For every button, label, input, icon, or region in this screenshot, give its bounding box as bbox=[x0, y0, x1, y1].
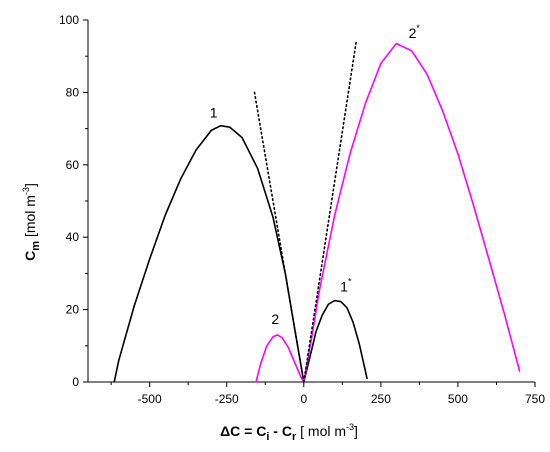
x-axis-title: ΔC = Ci - Cr [ mol m-3] bbox=[220, 422, 358, 443]
y-tick-label: 80 bbox=[66, 85, 80, 99]
x-tick-label: -500 bbox=[138, 392, 162, 406]
x-tick-label: 750 bbox=[525, 392, 545, 406]
series-tangent-left bbox=[253, 91, 305, 383]
curve-label: 1 bbox=[210, 105, 218, 121]
x-tick-label: -250 bbox=[215, 392, 239, 406]
y-axis-title: Cm [mol m-3] bbox=[21, 183, 42, 261]
ticks: -500 -250 0 250 500 750 0 20 40 60 80 100 bbox=[59, 13, 545, 406]
series-2 bbox=[255, 334, 305, 383]
series-1-star bbox=[303, 299, 368, 383]
curve-label: 1* bbox=[340, 277, 352, 295]
y-tick-label: 60 bbox=[66, 158, 80, 172]
curve-labels: 1 2 1* 2* bbox=[210, 23, 421, 327]
x-tick-label: 500 bbox=[448, 392, 468, 406]
y-tick-label: 40 bbox=[66, 230, 80, 244]
x-tick-label: 250 bbox=[371, 392, 391, 406]
y-tick-label: 100 bbox=[59, 13, 79, 27]
y-tick-label: 0 bbox=[72, 375, 79, 389]
y-tick-label: 20 bbox=[66, 303, 80, 317]
series-2-star bbox=[303, 42, 521, 383]
curve-label: 2 bbox=[271, 311, 279, 327]
curve-label: 2* bbox=[409, 23, 421, 41]
series-1 bbox=[113, 124, 305, 383]
curves bbox=[113, 40, 521, 383]
series-tangent-right bbox=[303, 40, 357, 383]
x-tick-label: 0 bbox=[300, 392, 307, 406]
